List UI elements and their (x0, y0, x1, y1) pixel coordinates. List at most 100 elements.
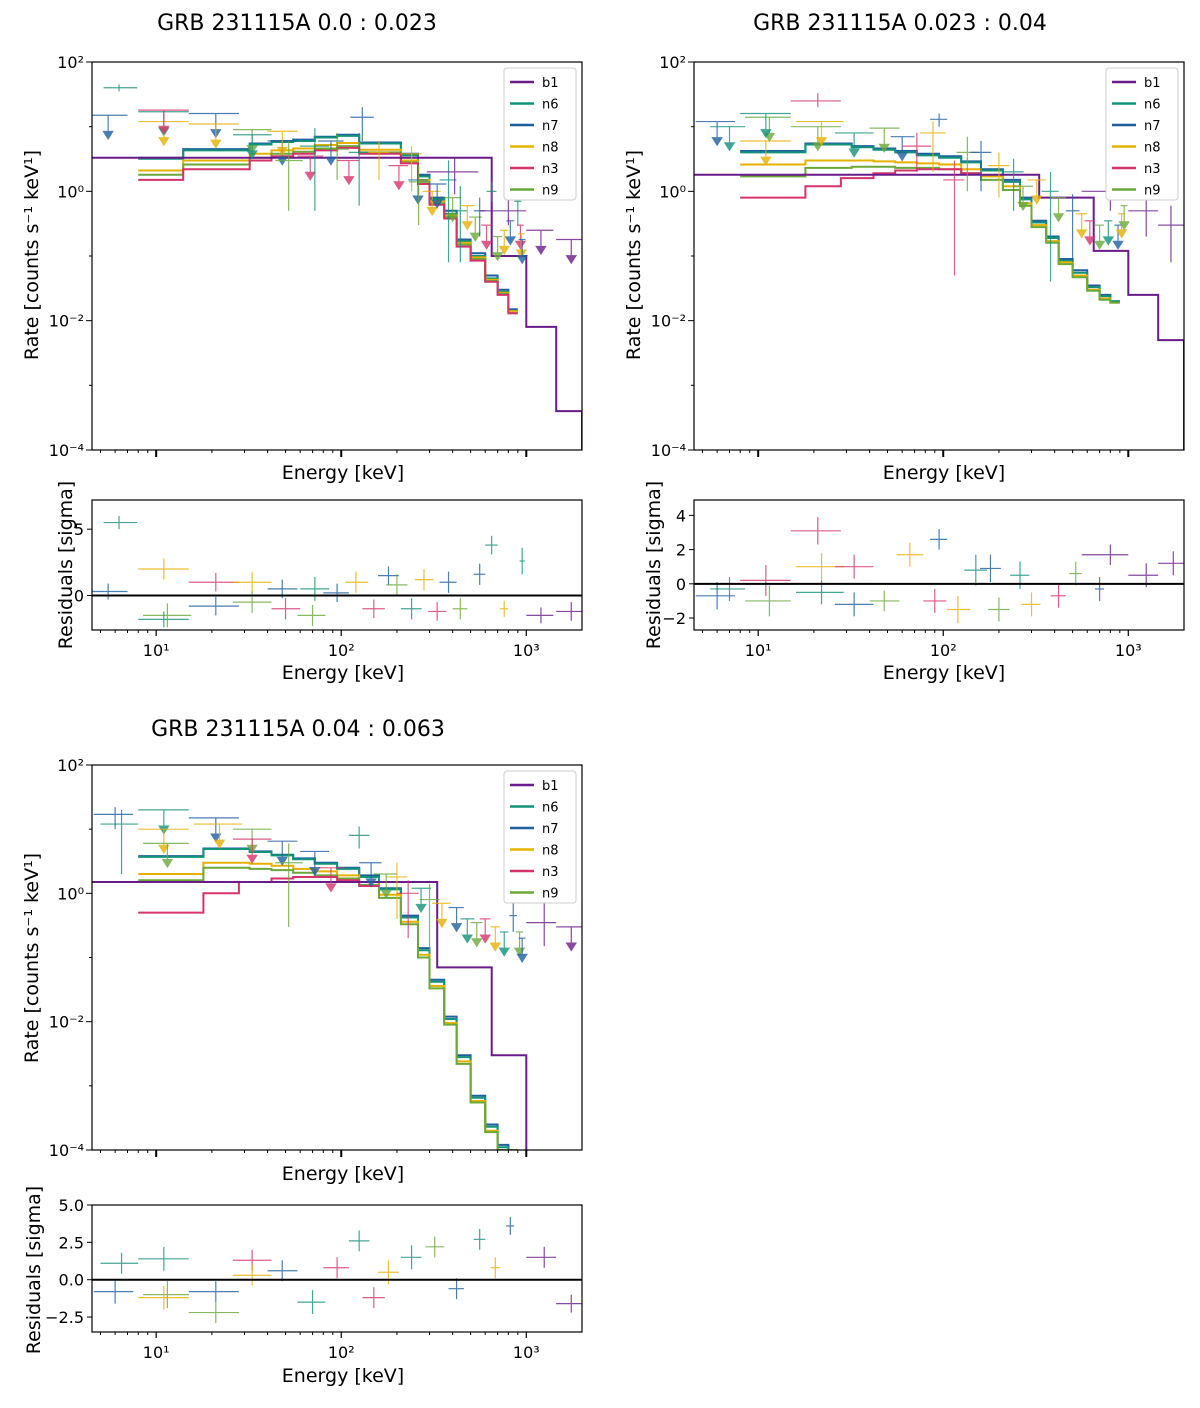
data-point-n9 (1013, 185, 1033, 211)
data-point-n3 (337, 159, 360, 186)
res-y-tick-label: 0 (676, 575, 686, 594)
res-y-tick-label: 5.0 (59, 1196, 84, 1215)
data-point-n3 (514, 224, 527, 250)
residual-point-n9 (745, 585, 791, 617)
legend-label-n8: n8 (1144, 141, 1161, 156)
res-xlabel: Energy [keV] (282, 1365, 404, 1387)
residual-point-n8 (232, 1264, 272, 1286)
legend-label-n7: n7 (542, 822, 559, 837)
data-point-b1 (526, 229, 554, 256)
legend-label-n9: n9 (542, 887, 559, 902)
data-point-n3 (396, 880, 419, 939)
rate-spectrum-plot: 10⁻⁴ 10⁻² 10⁰ 10² b1 n6 n7 n8 n3 n9 (49, 53, 583, 460)
residual-point-n3 (188, 572, 239, 592)
residual-point-n9 (143, 1281, 189, 1309)
residual-point-n3 (271, 598, 301, 620)
residual-point-n3 (1050, 583, 1066, 608)
residual-point-n6 (138, 611, 189, 628)
y-tick-label: 10² (659, 53, 686, 72)
model-line-n9 (138, 866, 518, 1150)
data-point-n8 (988, 152, 1010, 198)
residual-point-n6 (519, 547, 525, 575)
residual-point-n6 (100, 1252, 139, 1274)
data-point-b1 (556, 926, 582, 952)
legend: b1 n6 n7 n8 n3 n9 (503, 770, 577, 904)
legend-label-n6: n6 (542, 98, 559, 113)
residual-point-n9 (297, 604, 326, 627)
data-point-n8 (1075, 213, 1088, 239)
legend-frame (1105, 67, 1179, 201)
residual-point-n6 (1010, 561, 1030, 589)
data-point-n3 (790, 93, 841, 108)
data-point-n6 (740, 112, 791, 139)
residual-point-b1 (526, 1246, 557, 1268)
main-xlabel: Energy [keV] (282, 1163, 404, 1185)
residual-point-n6 (400, 598, 422, 620)
residual-area (695, 517, 1184, 624)
y-tick-label: 10⁻² (49, 312, 84, 331)
data-point-n7 (267, 840, 298, 866)
data-point-n6 (100, 809, 139, 875)
data-point-b1 (426, 157, 479, 195)
panel-title: GRB 231115A 0.04 : 0.063 (151, 717, 445, 742)
residual-point-n9 (143, 603, 192, 628)
data-point-n9 (275, 141, 303, 211)
y-tick-label: 10⁻² (651, 312, 686, 331)
residual-point-n8 (1021, 592, 1041, 617)
panel-interval-3: GRB 231115A 0.04 : 0.063 10⁻⁴ 10⁻² 10⁰ 10² b… (21, 717, 583, 1387)
residual-point-n8 (345, 571, 369, 593)
residual-point-n8 (490, 1257, 500, 1279)
residual-area (92, 515, 582, 628)
residual-point-b1 (1158, 551, 1184, 576)
residual-point-n7 (979, 554, 1001, 583)
data-point-n3 (479, 918, 491, 944)
data-point-n8 (432, 902, 451, 929)
plot-area (92, 84, 582, 450)
data-point-n8 (460, 205, 475, 231)
data-point-n8 (740, 140, 791, 166)
data-point-n7 (188, 112, 239, 139)
data-point-n6 (452, 186, 468, 263)
model-line-b1 (92, 881, 528, 1150)
data-point-n6 (411, 887, 431, 914)
residual-point-n7 (473, 563, 486, 585)
residual-point-n3 (923, 588, 947, 613)
residual-point-n7 (448, 1278, 464, 1300)
data-point-n7 (318, 140, 344, 166)
data-point-n7 (970, 141, 992, 192)
residual-point-n7 (377, 566, 399, 585)
data-point-n8 (515, 233, 528, 259)
data-point-n6 (460, 918, 475, 944)
y-tick-label: 10⁰ (659, 182, 686, 201)
legend-label-n3: n3 (542, 162, 559, 177)
residual-point-n9 (988, 597, 1010, 622)
data-point-n9 (1050, 197, 1066, 223)
legend-frame (503, 770, 577, 904)
residual-point-n3 (362, 599, 385, 619)
residual-point-n8 (499, 600, 509, 617)
residual-point-n8 (138, 558, 189, 580)
data-point-n6 (348, 132, 370, 206)
panel-interval-1: GRB 231115A 0.0 : 0.023 10⁻⁴ 10⁻² 10⁰ 10² b1… (21, 11, 583, 684)
data-point-b1 (556, 238, 582, 265)
data-point-n7 (93, 807, 134, 830)
res-x-tick-label: 10¹ (745, 641, 772, 660)
data-point-n6 (486, 181, 497, 202)
model-line-n3 (138, 876, 379, 914)
legend-label-n9: n9 (1144, 184, 1161, 199)
data-point-n6 (232, 134, 272, 160)
model-line-n6 (138, 848, 518, 1150)
data-point-n3 (388, 164, 409, 191)
y-tick-label: 10⁻⁴ (49, 1141, 84, 1160)
data-point-n3 (943, 160, 965, 276)
main-ylabel: Rate [counts s⁻¹ keV¹] (21, 853, 43, 1063)
data-point-n9 (419, 883, 440, 953)
residual-area (93, 1216, 582, 1324)
legend-label-b1: b1 (542, 76, 559, 91)
data-point-n6 (498, 931, 510, 957)
res-ylabel: Residuals [sigma] (23, 1186, 45, 1354)
residual-point-n7 (439, 571, 457, 593)
residual-point-b1 (526, 607, 554, 624)
legend-label-n6: n6 (542, 801, 559, 816)
residual-point-n3 (323, 1257, 349, 1279)
